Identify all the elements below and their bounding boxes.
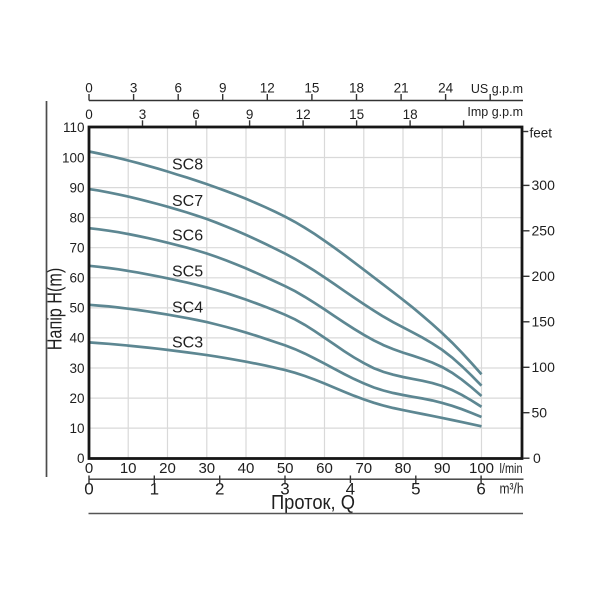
svg-text:80: 80 xyxy=(395,460,412,477)
svg-text:US g.p.m: US g.p.m xyxy=(471,82,523,96)
svg-text:250: 250 xyxy=(532,223,556,239)
svg-text:SC8: SC8 xyxy=(172,156,203,173)
svg-text:SC3: SC3 xyxy=(172,334,203,351)
svg-text:l/min: l/min xyxy=(500,460,523,476)
svg-text:SC6: SC6 xyxy=(172,227,203,244)
svg-text:Imp g.p.m: Imp g.p.m xyxy=(467,105,523,119)
svg-text:0: 0 xyxy=(77,451,85,466)
svg-text:18: 18 xyxy=(349,81,364,96)
svg-text:0: 0 xyxy=(85,107,93,122)
svg-text:15: 15 xyxy=(349,107,364,122)
svg-text:300: 300 xyxy=(532,177,556,193)
svg-text:200: 200 xyxy=(532,268,556,284)
svg-text:60: 60 xyxy=(69,271,84,286)
svg-text:12: 12 xyxy=(296,107,311,122)
svg-text:60: 60 xyxy=(316,460,333,477)
svg-text:0: 0 xyxy=(85,81,93,96)
svg-text:m³/h: m³/h xyxy=(500,481,524,498)
svg-text:4: 4 xyxy=(346,480,355,499)
svg-text:40: 40 xyxy=(238,460,255,477)
svg-text:5: 5 xyxy=(411,480,420,499)
svg-text:3: 3 xyxy=(130,81,138,96)
svg-text:9: 9 xyxy=(246,107,254,122)
svg-text:feet: feet xyxy=(530,126,553,141)
svg-text:3: 3 xyxy=(280,480,289,499)
svg-text:100: 100 xyxy=(532,359,556,375)
svg-text:30: 30 xyxy=(69,361,84,376)
svg-text:12: 12 xyxy=(260,81,275,96)
svg-text:SC4: SC4 xyxy=(172,299,203,316)
svg-text:10: 10 xyxy=(69,421,84,436)
svg-text:Напір H(m): Напір H(m) xyxy=(45,268,67,351)
svg-text:6: 6 xyxy=(174,81,182,96)
svg-text:21: 21 xyxy=(394,81,409,96)
svg-text:100: 100 xyxy=(469,460,494,477)
svg-text:0: 0 xyxy=(84,480,93,499)
svg-text:90: 90 xyxy=(69,180,84,195)
svg-text:150: 150 xyxy=(532,314,556,330)
svg-text:0: 0 xyxy=(533,450,541,466)
svg-text:80: 80 xyxy=(69,210,84,225)
svg-text:110: 110 xyxy=(63,120,85,135)
svg-text:20: 20 xyxy=(159,460,176,477)
svg-text:50: 50 xyxy=(532,405,548,421)
svg-text:40: 40 xyxy=(69,331,84,346)
svg-text:1: 1 xyxy=(150,480,159,499)
svg-text:0: 0 xyxy=(85,460,93,477)
svg-text:9: 9 xyxy=(219,81,227,96)
svg-text:SC7: SC7 xyxy=(172,193,203,210)
svg-text:50: 50 xyxy=(69,301,84,316)
svg-text:18: 18 xyxy=(403,107,418,122)
svg-text:24: 24 xyxy=(438,81,454,96)
svg-text:70: 70 xyxy=(355,460,372,477)
svg-text:50: 50 xyxy=(277,460,294,477)
svg-text:30: 30 xyxy=(198,460,215,477)
svg-text:10: 10 xyxy=(120,460,137,477)
svg-text:6: 6 xyxy=(192,107,200,122)
svg-text:SC5: SC5 xyxy=(172,263,203,280)
svg-text:6: 6 xyxy=(476,480,485,499)
svg-text:2: 2 xyxy=(215,480,224,499)
svg-text:15: 15 xyxy=(304,81,319,96)
svg-text:90: 90 xyxy=(434,460,451,477)
svg-text:Проток, Q: Проток, Q xyxy=(271,492,355,514)
svg-text:100: 100 xyxy=(62,150,85,165)
svg-text:20: 20 xyxy=(69,391,84,406)
svg-text:3: 3 xyxy=(139,107,147,122)
svg-text:70: 70 xyxy=(69,241,84,256)
